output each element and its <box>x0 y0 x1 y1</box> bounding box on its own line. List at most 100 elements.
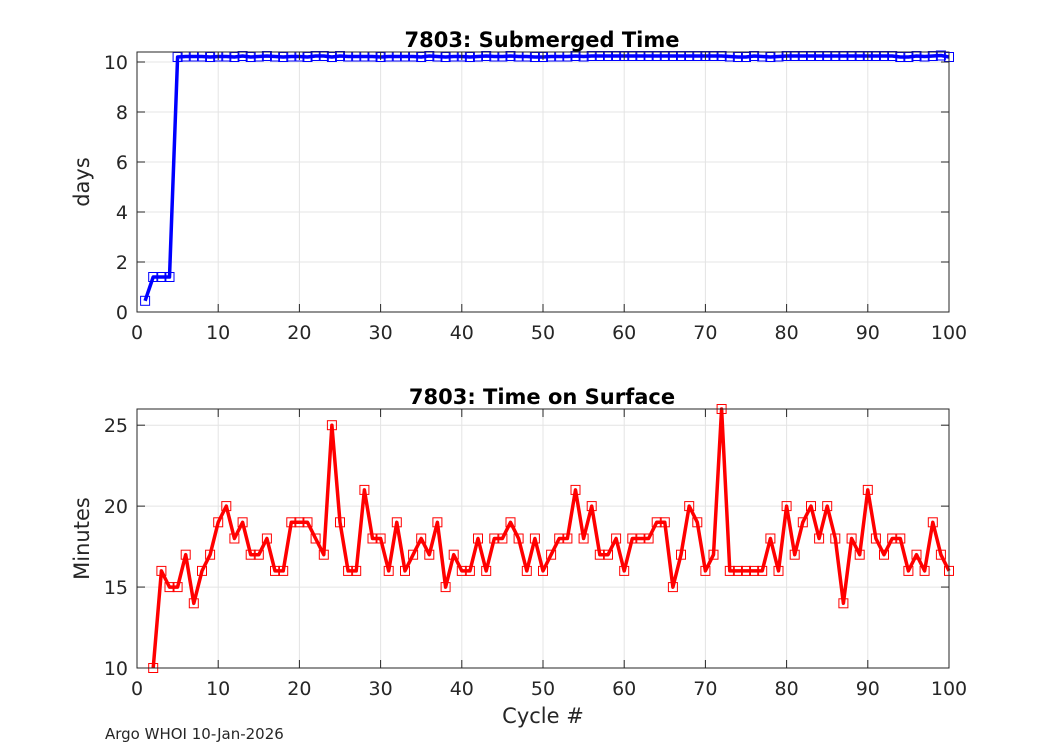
chart-title: 7803: Submerged Time <box>404 28 679 52</box>
data-point <box>310 533 321 544</box>
data-point <box>846 533 857 544</box>
data-point <box>741 565 751 576</box>
data-point <box>481 565 492 576</box>
data-point <box>205 549 216 560</box>
data-point <box>708 549 719 560</box>
data-point <box>513 533 524 544</box>
data-point <box>862 484 873 495</box>
data-point <box>245 549 256 560</box>
y-tick-label: 20 <box>104 496 128 518</box>
data-point <box>383 565 394 576</box>
x-tick-label: 70 <box>693 678 717 700</box>
data-point <box>732 565 743 576</box>
data-point <box>594 549 605 560</box>
data-point <box>935 50 946 61</box>
data-point <box>814 533 825 544</box>
data-point <box>180 549 191 560</box>
x-tick-label: 100 <box>931 322 967 344</box>
y-tick-label: 15 <box>104 577 128 599</box>
data-point <box>570 484 581 495</box>
data-point <box>611 533 622 544</box>
chart-title: 7803: Time on Surface <box>409 385 675 409</box>
data-point <box>822 501 833 512</box>
data-point <box>156 272 167 282</box>
data-point <box>659 517 670 528</box>
data-point <box>270 565 280 576</box>
x-tick-label: 30 <box>369 322 393 344</box>
data-point <box>448 549 459 560</box>
data-point <box>562 533 573 544</box>
data-point <box>229 533 240 544</box>
y-tick-label: 10 <box>104 52 128 74</box>
data-point <box>578 533 589 544</box>
y-tick-label: 2 <box>116 252 128 274</box>
data-point <box>278 565 289 576</box>
y-tick-label: 0 <box>116 302 128 324</box>
data-point <box>935 549 946 560</box>
data-point <box>911 549 922 560</box>
data-point <box>700 565 711 576</box>
x-tick-label: 40 <box>450 322 474 344</box>
data-point <box>529 533 540 544</box>
data-point <box>806 501 816 512</box>
data-point <box>895 533 906 544</box>
data-point <box>294 517 305 528</box>
data-point <box>343 565 354 576</box>
data-point <box>326 420 337 431</box>
data-point <box>197 565 207 576</box>
data-point <box>408 549 419 560</box>
data-point <box>724 565 735 576</box>
x-tick-label: 0 <box>131 322 143 344</box>
x-axis-label: Cycle # <box>502 704 584 728</box>
data-point <box>651 517 662 528</box>
x-tick-label: 90 <box>856 678 880 700</box>
data-point <box>521 565 532 576</box>
data-point <box>253 549 264 560</box>
x-tick-label: 80 <box>775 322 799 344</box>
y-tick-label: 6 <box>116 152 128 174</box>
data-point <box>870 533 881 544</box>
data-point <box>505 517 516 528</box>
data-point <box>489 533 500 544</box>
x-tick-label: 40 <box>450 678 474 700</box>
data-point <box>400 565 410 576</box>
data-point <box>854 549 865 560</box>
data-point <box>757 565 768 576</box>
data-point <box>927 517 938 528</box>
data-point <box>221 501 232 512</box>
data-point <box>919 565 930 576</box>
data-point <box>627 533 638 544</box>
data-point <box>603 549 613 560</box>
data-point <box>440 582 451 593</box>
data-point <box>140 295 151 306</box>
data-point <box>887 533 898 544</box>
y-tick-label: 4 <box>116 202 128 224</box>
x-tick-label: 0 <box>131 678 143 700</box>
data-point <box>359 484 370 495</box>
data-point <box>335 517 345 528</box>
data-point <box>586 501 597 512</box>
data-point <box>797 517 808 528</box>
x-tick-label: 20 <box>287 322 311 344</box>
data-point <box>237 517 248 528</box>
data-point <box>789 549 800 560</box>
data-point <box>172 582 183 593</box>
x-tick-label: 30 <box>369 678 393 700</box>
data-point <box>464 565 475 576</box>
data-point <box>156 565 167 576</box>
data-point <box>676 549 686 560</box>
x-tick-label: 60 <box>612 678 636 700</box>
x-tick-label: 50 <box>531 678 555 700</box>
data-point <box>903 565 914 576</box>
y-axis-label: Minutes <box>70 497 94 580</box>
footer-credit: Argo WHOI 10-Jan-2026 <box>105 725 284 743</box>
data-point <box>367 533 378 544</box>
data-point <box>164 272 175 282</box>
data-point <box>261 533 272 544</box>
data-point <box>318 549 329 560</box>
data-point <box>838 598 849 609</box>
data-point <box>188 598 199 609</box>
y-tick-label: 25 <box>104 415 128 437</box>
